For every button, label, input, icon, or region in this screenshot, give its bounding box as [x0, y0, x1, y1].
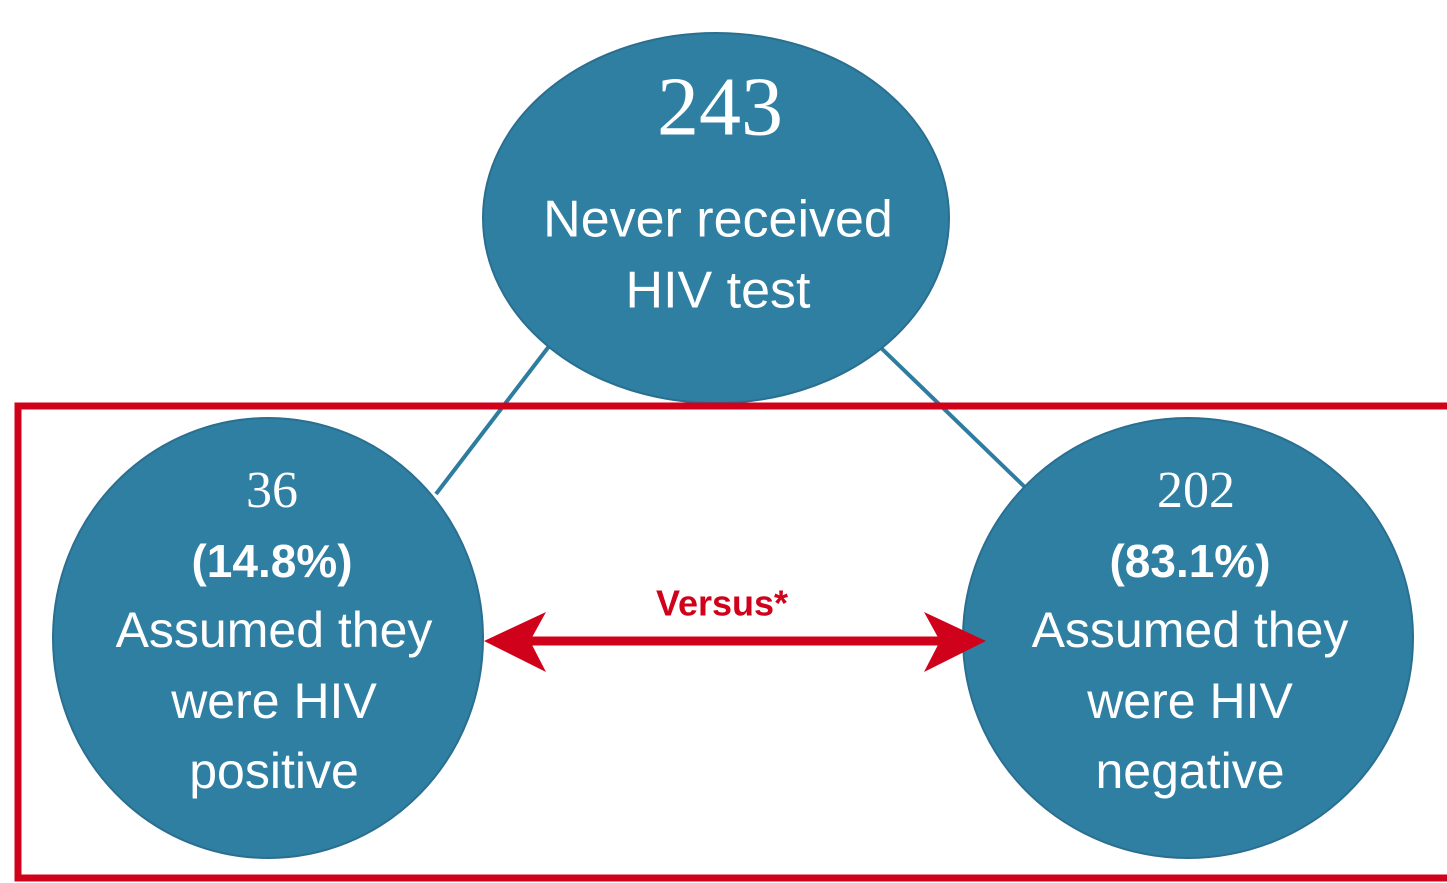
node-label: were HIV	[1086, 673, 1293, 729]
node-label: Assumed they	[116, 602, 433, 658]
node-label: Never received	[543, 191, 893, 249]
connector	[434, 343, 552, 496]
node-label: positive	[189, 743, 359, 799]
node-count: 36	[246, 462, 298, 519]
node-left	[52, 417, 484, 859]
node-label: HIV test	[626, 262, 811, 320]
connector	[876, 343, 1034, 496]
highlight-box	[14, 402, 1447, 882]
node-count: 202	[1157, 462, 1235, 519]
arrow-head	[484, 612, 546, 672]
node-percent: (83.1%)	[1109, 535, 1270, 587]
node-count: 243	[657, 60, 783, 153]
comparison-label: Versus*	[656, 583, 788, 624]
arrow-head	[924, 612, 986, 672]
node-label: were HIV	[170, 673, 377, 729]
node-label: Assumed they	[1032, 602, 1349, 658]
node-label: negative	[1095, 743, 1284, 799]
node-percent: (14.8%)	[191, 535, 352, 587]
double-arrow	[484, 612, 986, 672]
